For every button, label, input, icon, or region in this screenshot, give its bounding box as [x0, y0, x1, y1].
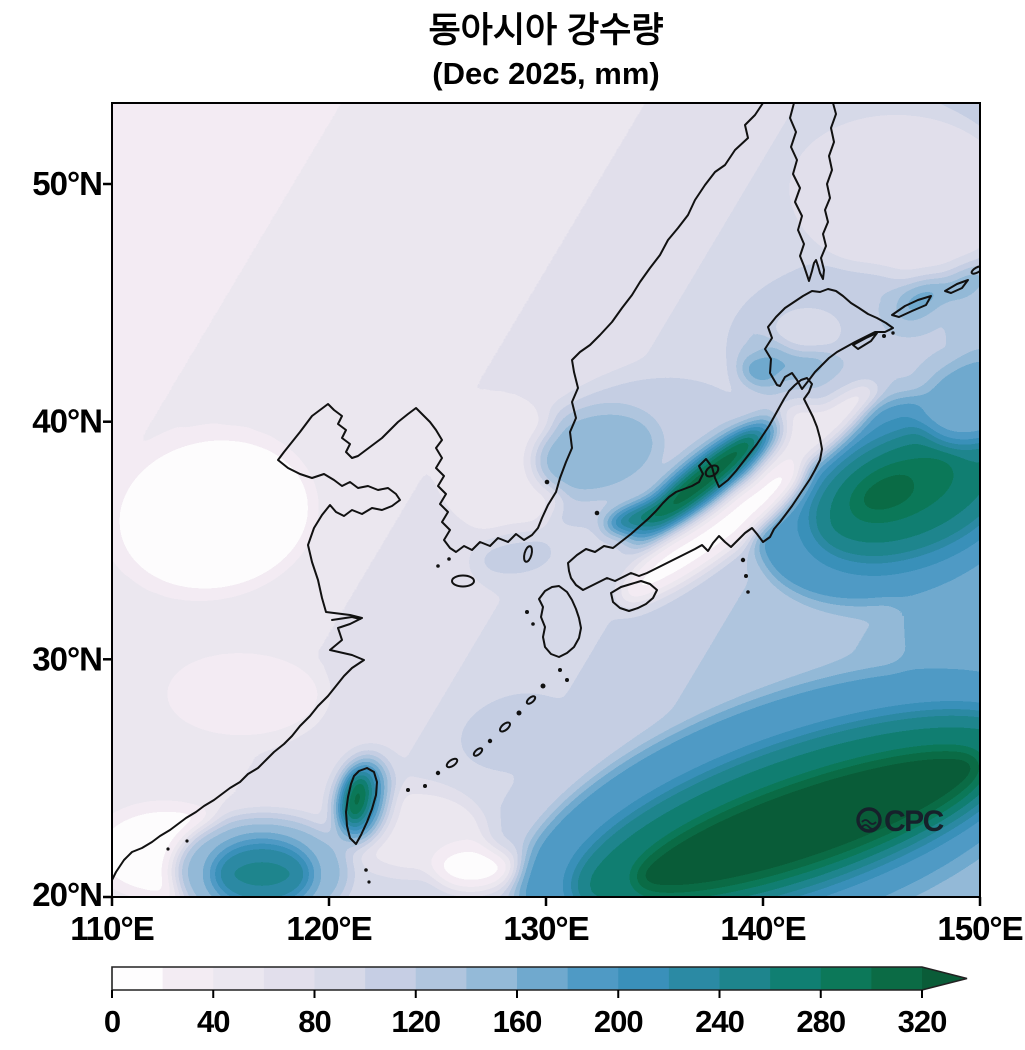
coastline-ryukyu-tokara	[525, 695, 537, 705]
precipitation-field	[112, 103, 980, 897]
colorbar-arrow	[922, 967, 967, 990]
colorbar-tick-label: 160	[493, 1004, 542, 1039]
coastline-sakhalin	[789, 103, 837, 282]
coastline-jeju	[451, 574, 475, 588]
x-tick-label: 120°E	[286, 910, 371, 947]
page-title: 동아시아 강수량	[428, 11, 663, 50]
colorbar-segment	[263, 967, 316, 990]
coastline-kyushu	[538, 585, 582, 658]
colorbar-segment	[314, 967, 366, 990]
colorbar-segment	[770, 967, 822, 990]
colorbar-segment	[820, 967, 872, 990]
y-tick-label: 50°N	[32, 165, 102, 202]
colorbar-segment	[162, 967, 214, 990]
colorbar-segment	[466, 967, 518, 990]
coastline-kuril-2	[891, 295, 932, 318]
coastline-taiwan	[345, 767, 378, 845]
y-tick-label: 30°N	[32, 640, 102, 677]
colorbar-tick-label: 80	[298, 1004, 330, 1039]
colorbar-tick-label: 320	[898, 1004, 947, 1039]
cpc-logo-icon	[856, 807, 882, 833]
map-plot-area: CPC	[112, 103, 980, 897]
coastlines	[112, 103, 980, 884]
watermark-text: CPC	[884, 805, 944, 838]
coastline-kuril-3	[944, 279, 969, 294]
colorbar-segment	[365, 967, 417, 990]
coastline-kuril-4	[970, 265, 980, 275]
colorbar-segment	[871, 967, 923, 990]
colorbar-tick-label: 280	[796, 1004, 845, 1039]
x-tick-label: 150°E	[937, 910, 1022, 947]
colorbar-tick-label: 40	[197, 1004, 229, 1039]
y-tick-label: 40°N	[32, 403, 102, 440]
cpc-logo-waves-icon	[861, 819, 877, 830]
coastline-sado	[704, 464, 720, 478]
colorbar-tick-label: 240	[695, 1004, 744, 1039]
y-tick-label: 20°N	[32, 876, 102, 913]
coastline-ryukyu-miyako	[445, 757, 459, 769]
x-axis: 110°E 120°E 130°E 140°E 150°E	[70, 897, 1024, 947]
colorbar-segment	[517, 967, 569, 990]
colorbar-segment	[719, 967, 771, 990]
colorbar-segment	[668, 967, 721, 990]
coastline-shikoku	[610, 580, 658, 612]
x-tick-label: 110°E	[70, 910, 153, 947]
colorbar-segment	[618, 967, 670, 990]
coastline-ryukyu-okinawa	[499, 721, 511, 733]
colorbar-tick-label: 200	[594, 1004, 643, 1039]
coastline-kuril-1	[852, 332, 878, 350]
coastline-mainland-asia	[112, 103, 764, 881]
coastline-honshu	[567, 377, 823, 591]
x-tick-label: 140°E	[720, 910, 805, 947]
colorbar-segment	[415, 967, 467, 990]
coastline-yangtze-island	[331, 616, 361, 621]
colorbar-segment	[112, 967, 164, 990]
x-tick-label: 130°E	[503, 910, 588, 947]
coastline-ryukyu-amami	[472, 747, 484, 757]
colorbar-tick-label: 0	[104, 1004, 120, 1039]
colorbar-tick-label: 120	[391, 1004, 440, 1039]
colorbar: 0 40 80 120 160 200 240 280 320	[104, 966, 968, 1039]
page-subtitle: (Dec 2025, mm)	[432, 56, 659, 91]
small-islands	[166, 331, 895, 884]
cpc-watermark: CPC	[856, 805, 945, 838]
colorbar-segment	[213, 967, 265, 990]
coastline-tsushima	[523, 545, 533, 563]
y-axis: 20°N 30°N 40°N 50°N	[32, 165, 112, 913]
colorbar-segment	[567, 967, 619, 990]
